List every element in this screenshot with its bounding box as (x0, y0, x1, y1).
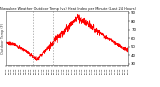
Title: Milwaukee Weather Outdoor Temp (vs) Heat Index per Minute (Last 24 Hours): Milwaukee Weather Outdoor Temp (vs) Heat… (0, 7, 136, 11)
Text: Outdoor Temp (F): Outdoor Temp (F) (1, 23, 5, 54)
